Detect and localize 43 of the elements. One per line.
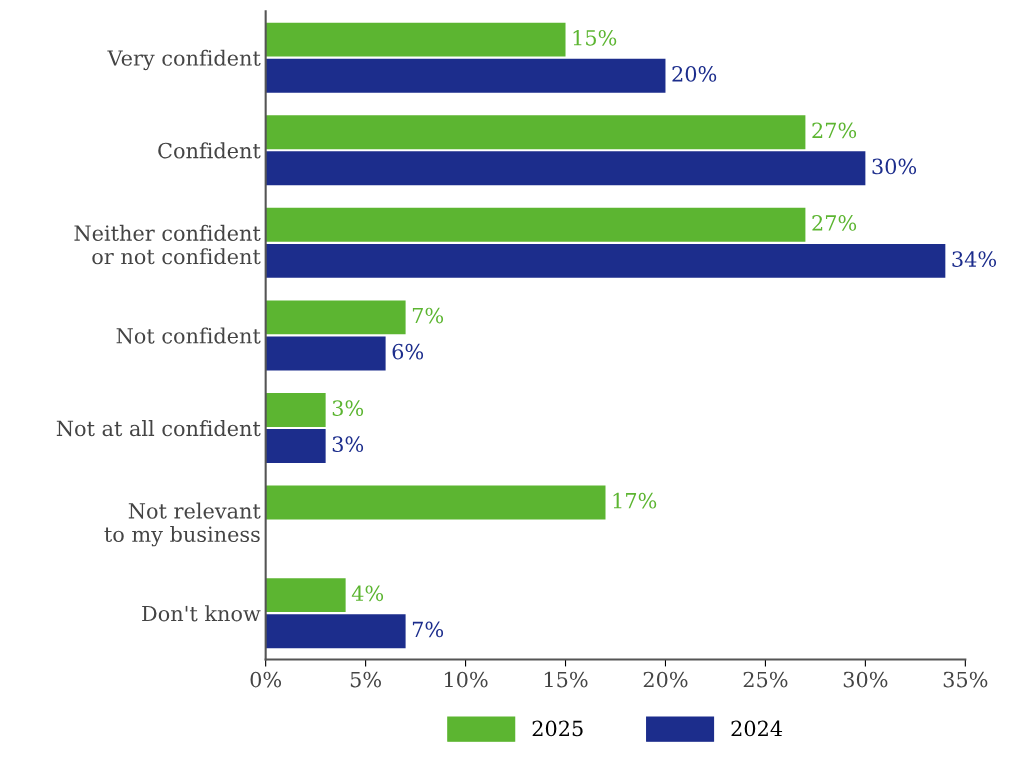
bar bbox=[265, 485, 606, 520]
data-label: 15% bbox=[573, 29, 617, 46]
bar bbox=[265, 207, 806, 242]
x-tick-label: 20% bbox=[643, 671, 688, 688]
y-tick-label: Not confident bbox=[116, 327, 261, 344]
data-label: 27% bbox=[812, 215, 857, 231]
y-tick-label: Not at all confident bbox=[56, 420, 261, 437]
data-label: 6% bbox=[392, 343, 424, 360]
x-tick-label: 25% bbox=[743, 671, 788, 688]
bar bbox=[265, 22, 566, 57]
legend-label: 2025 bbox=[532, 720, 583, 737]
bar bbox=[265, 151, 866, 186]
bar bbox=[265, 115, 806, 150]
bar bbox=[265, 614, 406, 649]
data-label: 17% bbox=[613, 492, 657, 509]
bar bbox=[265, 58, 666, 93]
bar bbox=[265, 300, 406, 335]
data-label: 27% bbox=[812, 122, 857, 139]
x-tick-label: 15% bbox=[544, 671, 588, 688]
x-tick-label: 30% bbox=[843, 671, 888, 688]
data-label: 20% bbox=[672, 66, 717, 82]
data-label: 7% bbox=[412, 307, 444, 324]
x-tick-label: 5% bbox=[350, 671, 381, 688]
bar bbox=[265, 243, 946, 278]
y-tick-label: Neither confident or not confident bbox=[74, 224, 261, 265]
data-label: 3% bbox=[332, 436, 364, 453]
data-label: 34% bbox=[952, 251, 997, 267]
y-tick-label: Not relevant to my business bbox=[104, 502, 261, 547]
bar bbox=[265, 578, 346, 613]
legend-label: 2024 bbox=[731, 720, 783, 737]
y-tick-label: Very confident bbox=[107, 49, 261, 71]
x-tick-label: 0% bbox=[250, 671, 282, 688]
y-tick-label: Don't know bbox=[142, 605, 261, 622]
data-label: 3% bbox=[332, 400, 364, 416]
data-label: 4% bbox=[351, 585, 384, 602]
bar bbox=[265, 336, 386, 371]
x-tick-label: 10% bbox=[444, 671, 488, 688]
bar bbox=[265, 429, 326, 464]
x-tick-label: 35% bbox=[943, 671, 988, 688]
bar bbox=[265, 392, 326, 427]
data-label: 7% bbox=[412, 621, 444, 638]
data-label: 30% bbox=[872, 158, 917, 175]
y-tick-label: Confident bbox=[158, 142, 261, 159]
